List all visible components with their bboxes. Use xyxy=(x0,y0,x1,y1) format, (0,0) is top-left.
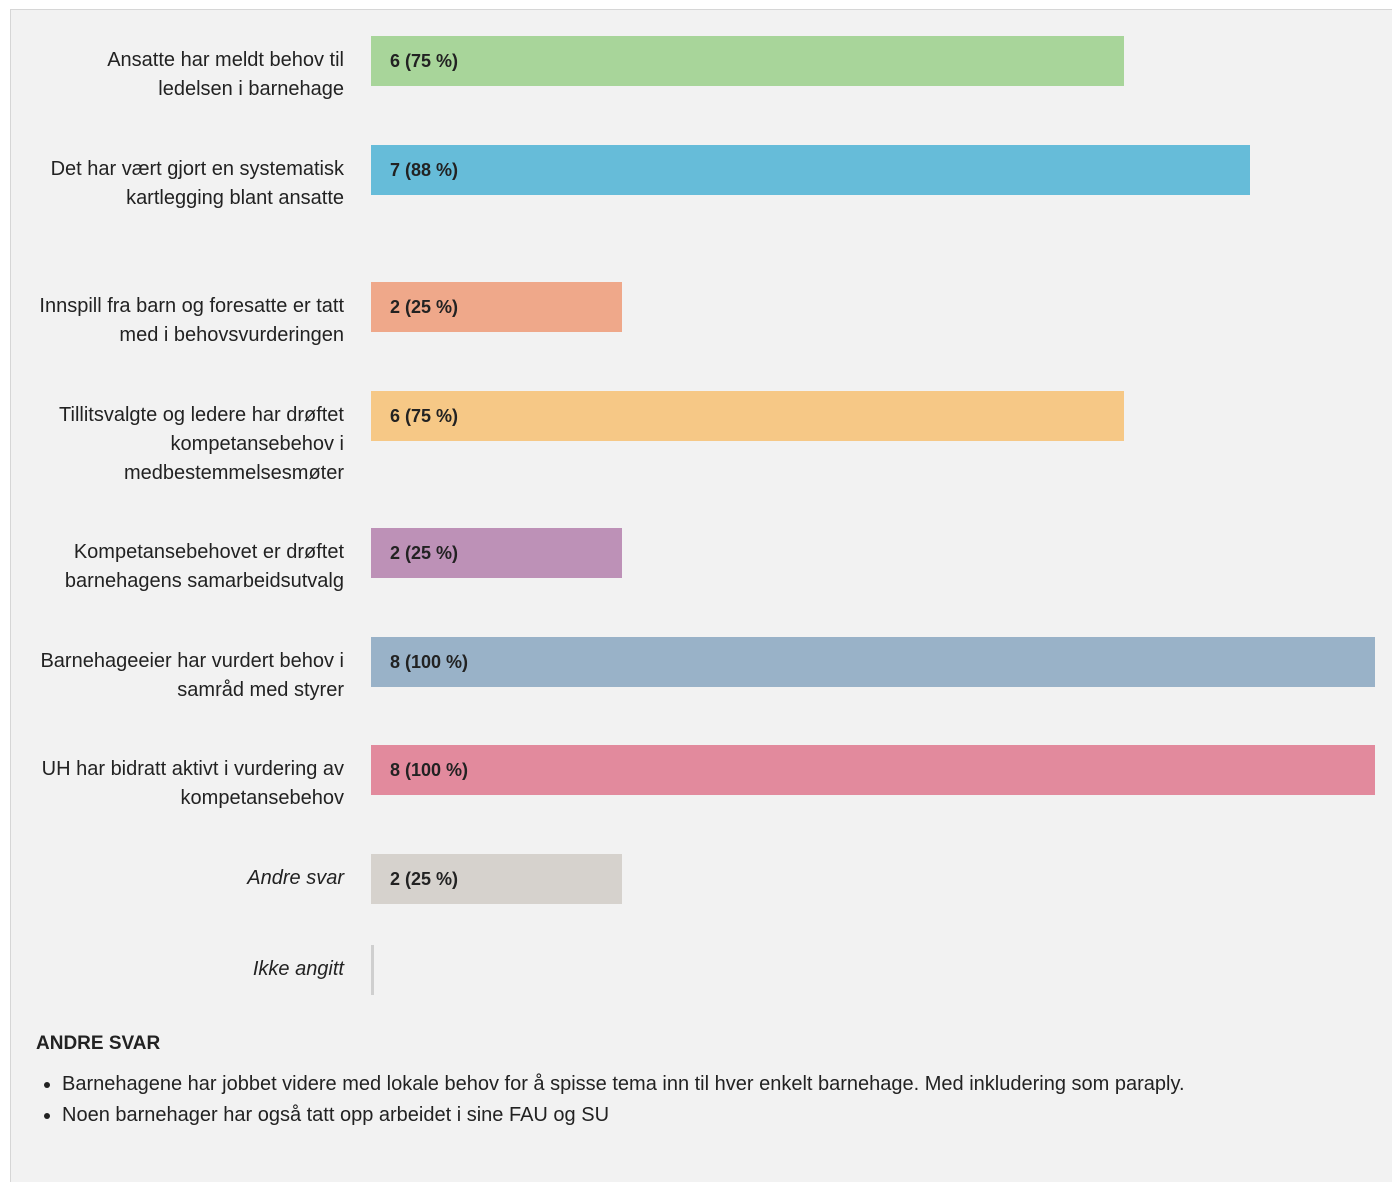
bar: 7 (88 %) xyxy=(371,145,1250,195)
bar-value-label: 2 (25 %) xyxy=(390,297,459,317)
other-answers-section: ANDRE SVAR Barnehagene har jobbet videre… xyxy=(36,1033,1376,1131)
bar-chart: Ansatte har meldt behov til ledelsen i b… xyxy=(39,36,1375,995)
other-answer-item: Barnehagene har jobbet videre med lokale… xyxy=(62,1069,1376,1100)
category-label: Ansatte har meldt behov til ledelsen i b… xyxy=(107,49,344,100)
category-label: Andre svar xyxy=(247,867,344,889)
bar-value-label: 8 (100 %) xyxy=(390,760,469,780)
bar-value-label: 2 (25 %) xyxy=(390,869,459,889)
other-answer-item: Noen barnehager har også tatt opp arbeid… xyxy=(62,1100,1376,1131)
category-label: Kompetansebehovet er drøftet barnehagens… xyxy=(64,541,344,592)
bar: 8 (100 %) xyxy=(371,745,1375,795)
category-label: Barnehageeier har vurdert behov i samråd… xyxy=(40,650,344,701)
bar: 2 (25 %) xyxy=(371,282,622,332)
bar-value-label: 6 (75 %) xyxy=(390,406,459,426)
bar-value-label: 7 (88 %) xyxy=(390,160,459,180)
bar-value-label: 8 (100 %) xyxy=(390,652,469,672)
bar: 6 (75 %) xyxy=(371,36,1124,86)
category-label: Det har vært gjort en systematisk kartle… xyxy=(50,158,344,209)
bar: 2 (25 %) xyxy=(371,528,622,578)
category-label: UH har bidratt aktivt i vurdering av kom… xyxy=(41,758,344,809)
other-answers-list: Barnehagene har jobbet videre med lokale… xyxy=(36,1069,1376,1131)
other-answers-title: ANDRE SVAR xyxy=(36,1033,161,1054)
zero-bar xyxy=(371,945,374,995)
bar: 8 (100 %) xyxy=(371,637,1375,687)
bar: 2 (25 %) xyxy=(371,854,622,904)
category-label: Tillitsvalgte og ledere har drøftet komp… xyxy=(59,404,344,484)
category-label: Ikke angitt xyxy=(252,958,344,980)
results-panel xyxy=(10,9,1392,1182)
category-label: Innspill fra barn og foresatte er tatt m… xyxy=(39,295,344,346)
bar-value-label: 6 (75 %) xyxy=(390,51,459,71)
bar: 6 (75 %) xyxy=(371,391,1124,441)
bar-value-label: 2 (25 %) xyxy=(390,543,459,563)
